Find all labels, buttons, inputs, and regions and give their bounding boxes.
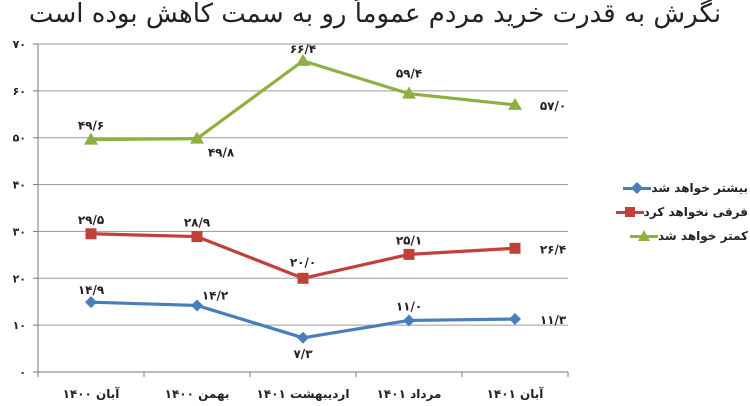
y-tick-label: ۳۰ [13,225,26,238]
data-label: ۱۱/۳ [540,313,567,327]
data-point [403,248,415,260]
data-point [190,131,204,144]
legend-swatch [623,181,652,195]
data-point [191,231,203,243]
data-label: ۲۰/۰ [290,255,316,269]
legend-label: کمتر خواهد شد [657,229,748,243]
data-point [296,53,310,66]
data-label: ۴۹/۶ [78,119,104,133]
x-tick-label: اردیبهشت ۱۴۰۱ [257,387,350,401]
y-tick-label: ۶۰ [13,85,26,98]
chart-legend: بیشتر خواهد شد فرقی نخواهد کرد کمتر خواهد … [588,176,748,248]
data-point [297,331,309,344]
legend-item: بیشتر خواهد شد [588,176,748,200]
data-label: ۵۷/۰ [540,99,566,113]
legend-item: فرقی نخواهد کرد [588,200,748,224]
y-tick-label: ۱۰ [13,319,26,332]
x-tick-label: آبان ۱۴۰۱ [487,386,545,401]
y-tick-label: ۵۰ [13,132,26,145]
data-label: ۴۹/۸ [208,146,235,160]
header-text: نگرش به قدرت خرید مردم عموماً رو به سمت … [28,0,722,29]
legend-swatch [629,229,658,243]
legend-label: فرقی نخواهد کرد [643,205,748,219]
data-label: ۲۸/۹ [184,216,211,230]
data-label: ۲۶/۴ [540,242,566,256]
data-point [403,314,415,327]
series-line [90,59,516,142]
data-point [508,97,522,110]
x-tick-label: بهمن ۱۴۰۰ [165,387,230,401]
data-point [509,313,521,326]
legend-swatch [615,205,644,219]
data-label: ۲۵/۱ [396,233,422,247]
legend-item: کمتر خواهد شد [588,224,748,248]
y-tick-label: ۰ [19,366,26,379]
data-label: ۷/۳ [293,347,313,361]
data-point [509,242,521,254]
y-tick-label: ۲۰ [13,272,26,285]
y-tick-label: ۴۰ [13,179,26,192]
data-point [297,272,309,284]
x-tick-label: مرداد ۱۴۰۱ [377,387,442,401]
data-label: ۲۹/۵ [78,213,104,227]
data-label: ۱۱/۰ [396,299,422,313]
data-label: ۱۴/۲ [202,288,229,302]
data-point [191,299,203,312]
data-point [84,132,98,145]
x-tick-label: آبان ۱۴۰۰ [63,386,121,401]
data-point [85,296,97,309]
data-point [402,86,416,99]
data-point [85,228,97,240]
data-label: ۱۴/۹ [78,283,105,297]
y-tick-label: ۷۰ [13,38,26,51]
data-label: ۵۹/۴ [396,67,422,81]
legend-label: بیشتر خواهد شد [651,181,748,195]
data-label: ۶۶/۴ [290,42,316,56]
